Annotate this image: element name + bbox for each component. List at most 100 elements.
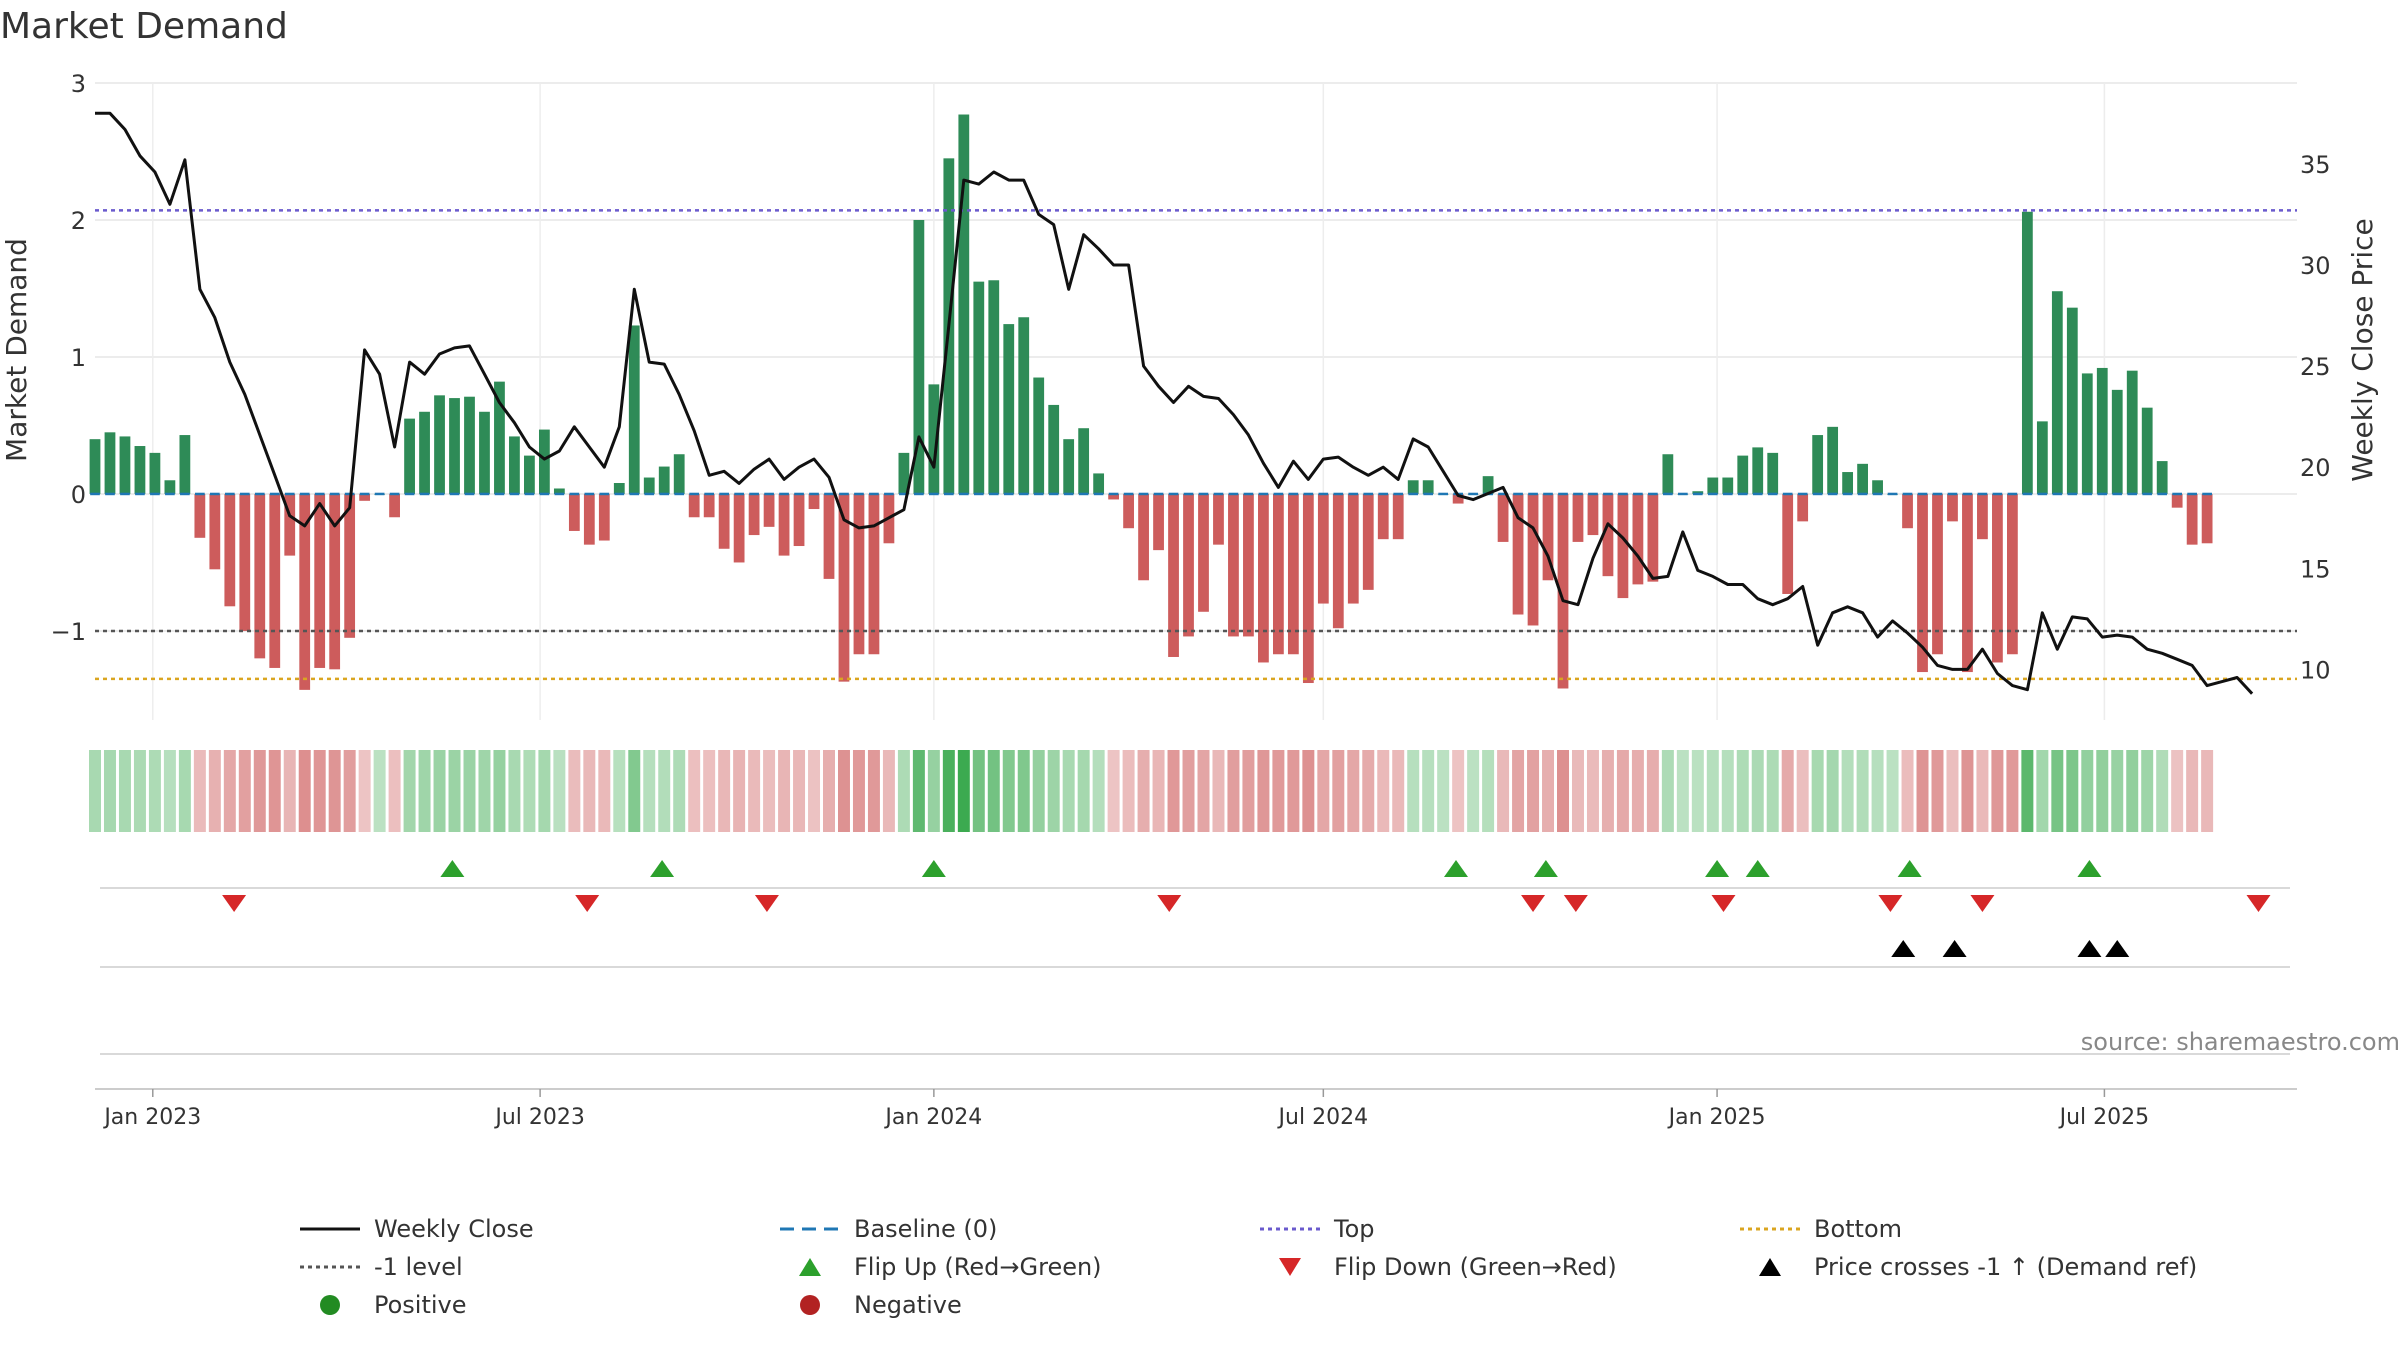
heat-cell [1467,750,1480,832]
demand-bar-negative [1168,493,1179,657]
heat-cell [1841,750,1854,832]
heat-cell [133,750,146,832]
demand-bar-positive [1422,480,1434,494]
demand-bar-positive [164,480,176,494]
heat-cell [1976,750,1989,832]
demand-bar-negative [823,493,835,579]
demand-bar-negative [359,493,371,501]
y-tick-label: 2 [71,207,86,235]
heat-cell [2036,750,2049,832]
flip-down-marker [1711,895,1736,912]
demand-bar-positive [1812,435,1824,494]
price-series [95,111,2254,695]
demand-bar-positive [1857,463,1868,494]
legend-flip-up: Flip Up (Red→Green) [780,1253,1102,1281]
price-cross-marker [1891,940,1916,957]
demand-bar-positive [613,483,625,494]
heat-cell [1407,750,1420,832]
demand-bar-negative [1647,493,1659,582]
demand-bar-positive [434,395,445,494]
y2-tick-label: 30 [2300,252,2331,280]
heat-cell [1631,750,1644,832]
demand-bar-positive [628,325,640,494]
heat-cell [1272,750,1285,832]
heat-cell [1586,750,1599,832]
y-axis-label: Market Demand [0,238,33,462]
heat-cell [343,750,356,832]
demand-bar-positive [1048,404,1060,494]
heat-cell [1002,750,1015,832]
dotted-line-icon [1260,1227,1320,1231]
demand-bar-positive [898,452,910,494]
demand-bar-negative [1243,493,1254,637]
demand-bar-positive [2021,211,2033,494]
heat-cell [388,750,401,832]
heat-cell [1212,750,1225,832]
heat-cell [748,750,761,832]
dotted-line-icon [1740,1227,1800,1231]
grid [95,82,2297,720]
heat-cell [103,750,116,832]
flip-down-marker [754,895,779,912]
demand-bar-positive [1872,480,1883,494]
demand-bar-negative [1347,493,1359,604]
demand-bar-positive [2081,373,2093,494]
heat-cell [1137,750,1150,832]
demand-bar-positive [2156,461,2168,494]
demand-bar-positive [1018,317,1030,494]
heat-cell [1332,750,1345,832]
heat-cell [1032,750,1045,832]
demand-bar-negative [1377,493,1389,540]
heat-cell [568,750,581,832]
demand-bar-negative [1108,493,1120,500]
demand-bar-positive [1662,454,1674,494]
demand-bar-positive [913,219,925,494]
demand-bar-negative [793,493,805,547]
demand-bar-negative [1287,493,1299,655]
price-cross-marker [2077,940,2102,957]
legend-top: Top [1260,1215,1375,1243]
heat-cell [1242,750,1255,832]
demand-bar-negative [583,493,595,545]
demand-bar-negative [314,493,326,668]
demand-bar-negative [1183,493,1194,637]
heat-cell [2156,750,2169,832]
y-tick-label: 3 [71,70,86,98]
legend-label: Bottom [1814,1215,1903,1243]
demand-bar-positive [524,455,535,494]
demand-bar-positive [658,466,670,494]
demand-bar-positive [449,398,460,494]
heat-cell [358,750,371,832]
demand-bar-negative [718,493,730,549]
demand-bar-negative [1557,493,1569,689]
y2-tick-label: 20 [2300,454,2331,482]
demand-bar-negative [299,493,311,690]
flip-up-marker [1705,860,1730,877]
demand-bar-positive [1737,455,1749,494]
heat-cell [538,750,551,832]
price-cross-marker [2105,940,2130,957]
heat-cell [1392,750,1405,832]
heat-cell [118,750,131,832]
heat-cell [1871,750,1884,832]
triangle-down-icon [1279,1258,1301,1276]
heat-cell [373,750,386,832]
demand-bar-negative [1153,493,1164,551]
heat-cell [1706,750,1719,832]
heat-cell [972,750,985,832]
demand-bar-negative [1228,493,1239,637]
legend-bottom: Bottom [1740,1215,1902,1243]
demand-bar-positive [928,384,940,494]
heat-cell [1167,750,1180,832]
flip-down-marker [1521,895,1546,912]
heat-cell [837,750,850,832]
heat-cell [2111,750,2124,832]
dashed-line-icon [780,1227,840,1231]
heat-cell [253,750,266,832]
heat-cell [1811,750,1824,832]
heat-cell [1302,750,1315,832]
heat-cell [658,750,671,832]
heat-cell [268,750,281,832]
heat-cell [778,750,791,832]
demand-bar-negative [1587,493,1599,536]
